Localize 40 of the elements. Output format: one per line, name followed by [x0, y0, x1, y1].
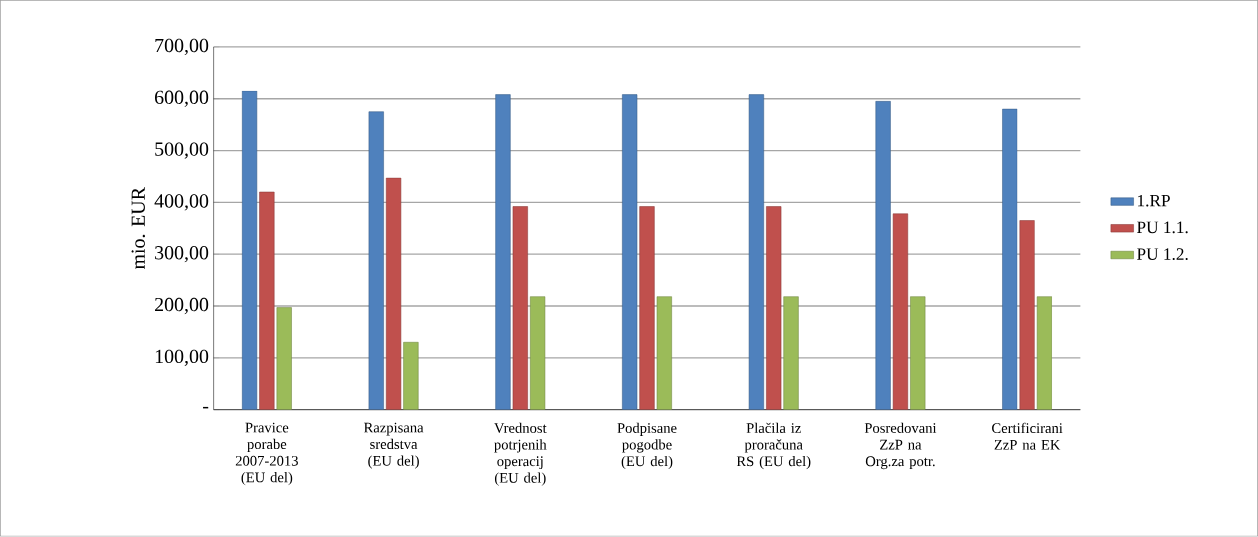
bar — [1019, 220, 1035, 410]
y-tick-label: 600,00 — [154, 90, 209, 108]
bar — [622, 94, 638, 410]
y-tick-label: 100,00 — [155, 349, 209, 367]
y-tick-label: 400,00 — [154, 194, 209, 211]
legend-label: PU 1.2. — [1137, 248, 1188, 261]
bar — [892, 213, 909, 410]
x-tick-label: Certificirani ZzP na EK — [992, 422, 1063, 450]
y-tick-label: 700,00 — [155, 38, 209, 56]
bar — [639, 206, 655, 410]
bar — [403, 342, 419, 410]
y-tick-label: 500,00 — [155, 142, 209, 159]
bar — [748, 94, 764, 410]
x-tick-label: Posredovani ZzP na Org.za potr. — [864, 422, 937, 470]
bar — [495, 94, 511, 410]
x-tick-label: Vrednost potrjenih operacij (EU del) — [494, 422, 547, 486]
x-tick-label: Podpisane pogodbe (EU del) — [617, 422, 677, 470]
x-tick-label: Pravice porabe 2007-2013 (EU del) — [235, 422, 298, 486]
x-tick-label: Plačila iz proračuna RS (EU del) — [736, 422, 811, 470]
bar — [259, 191, 275, 410]
x-tick-label: Razpisana sredstva (EU del) — [363, 422, 424, 469]
y-tick-label: - — [203, 407, 209, 409]
bar — [766, 206, 782, 410]
bar — [530, 296, 546, 410]
bar — [1002, 109, 1018, 410]
bar — [910, 296, 926, 410]
bar — [241, 90, 258, 410]
bar — [512, 206, 528, 410]
bar — [276, 307, 292, 410]
y-axis-title: mio. EUR — [131, 187, 146, 270]
y-tick-label: 300,00 — [155, 246, 209, 263]
bar — [1036, 296, 1053, 410]
bar — [875, 101, 891, 410]
y-tick-label: 200,00 — [155, 298, 209, 315]
bar — [368, 111, 384, 410]
legend-label: 1.RP — [1138, 195, 1170, 207]
bar — [783, 296, 799, 410]
bar — [385, 177, 402, 410]
bar — [656, 296, 672, 410]
legend-label: PU 1.1. — [1137, 221, 1188, 234]
